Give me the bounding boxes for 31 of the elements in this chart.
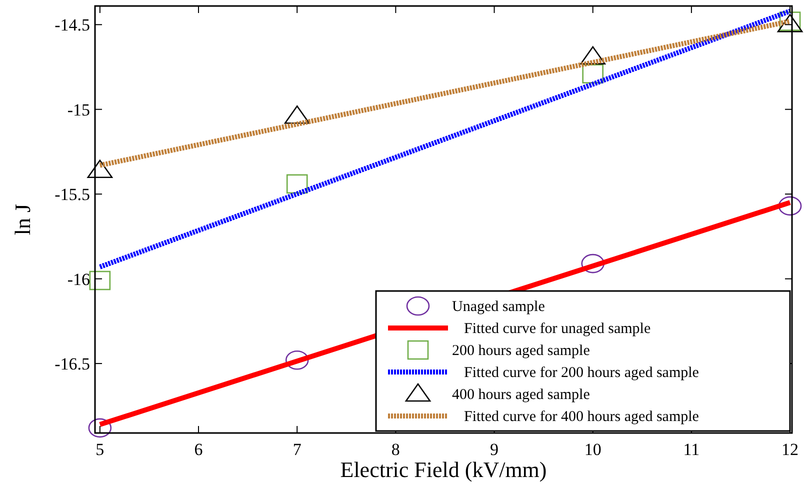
point bbox=[284, 105, 310, 124]
legend-label: Fitted curve for unaged sample bbox=[464, 321, 651, 337]
point bbox=[581, 254, 605, 274]
x-tick-label: 12 bbox=[782, 440, 799, 459]
point bbox=[580, 46, 606, 64]
y-tick-label: -15 bbox=[67, 100, 90, 120]
x-tick-label: 6 bbox=[194, 440, 203, 459]
point bbox=[285, 350, 309, 370]
x-tick-label: 11 bbox=[683, 440, 700, 459]
y-tick-label: -14.5 bbox=[54, 16, 90, 35]
y-axis-title: ln J bbox=[10, 203, 35, 236]
x-tick-label: 8 bbox=[391, 440, 400, 459]
point bbox=[89, 270, 111, 290]
point bbox=[286, 174, 308, 194]
point bbox=[88, 418, 112, 438]
legend-label: Fitted curve for 400 hours aged sample bbox=[464, 409, 700, 425]
y-tick-label: -16.5 bbox=[54, 354, 90, 374]
point bbox=[778, 196, 802, 216]
legend-label: Unaged sample bbox=[452, 299, 546, 315]
x-axis-title: Electric Field (kV/mm) bbox=[340, 457, 547, 482]
point bbox=[582, 64, 604, 84]
legend-label: Fitted curve for 200 hours aged sample bbox=[464, 365, 700, 381]
point bbox=[87, 160, 113, 178]
legend-label: 400 hours aged sample bbox=[452, 387, 590, 403]
x-tick-label: 7 bbox=[292, 440, 302, 459]
legend-label: 200 hours aged sample bbox=[452, 343, 590, 359]
x-tick-label: 5 bbox=[96, 440, 104, 459]
y-tick-label: -15.5 bbox=[54, 185, 90, 204]
y-tick-label: -16 bbox=[67, 270, 90, 289]
x-tick-label: 9 bbox=[490, 440, 499, 459]
x-tick-label: 10 bbox=[584, 440, 602, 459]
